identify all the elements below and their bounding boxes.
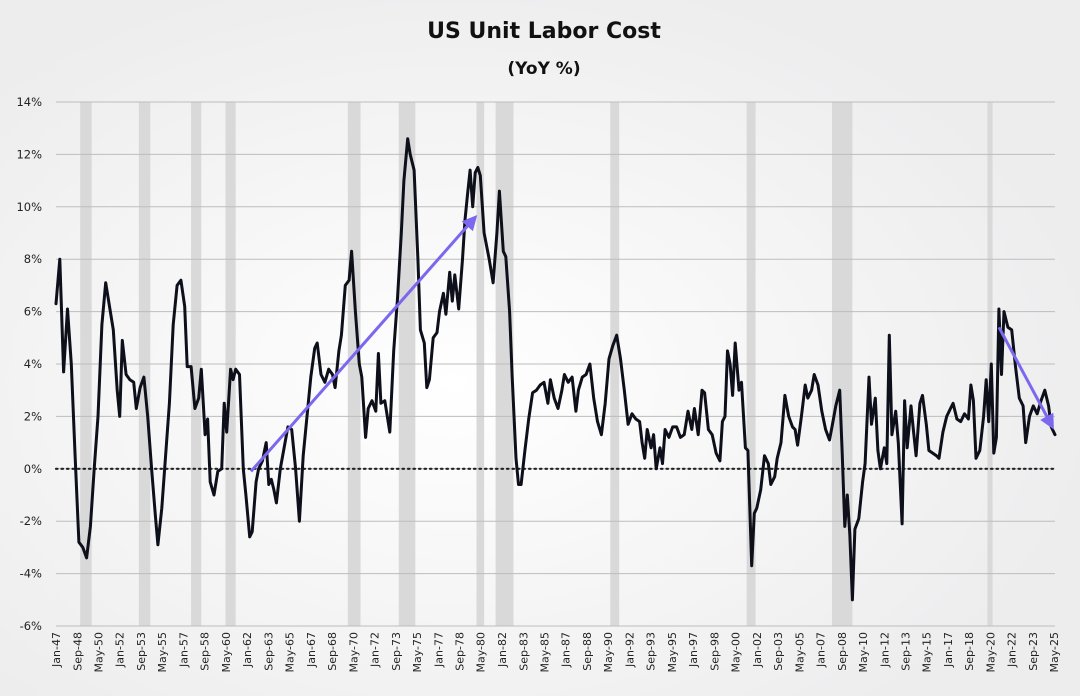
x-tick-label: Sep-58 [199, 632, 212, 671]
x-tick-label: Jan-22 [1006, 632, 1019, 668]
x-tick-label: May-60 [220, 632, 233, 673]
x-tick-label: Jan-87 [560, 632, 573, 668]
y-tick-label: 6% [24, 305, 42, 319]
chart-title: US Unit Labor Cost [427, 19, 661, 44]
x-tick-label: Sep-88 [581, 632, 594, 671]
x-tick-label: May-25 [1048, 632, 1061, 673]
x-tick-label: May-00 [730, 632, 743, 673]
x-tick-label: May-65 [284, 632, 297, 673]
x-tick-label: Jan-72 [369, 632, 382, 668]
x-tick-label: Jan-12 [878, 632, 891, 668]
x-tick-label: May-10 [857, 632, 870, 673]
x-tick-label: Jan-77 [432, 632, 445, 668]
x-tick-label: May-85 [538, 632, 551, 673]
x-tick-label: Sep-68 [326, 632, 339, 671]
y-tick-label: 12% [16, 147, 42, 161]
x-tick-label: Jan-02 [751, 632, 764, 668]
x-tick-label: Sep-18 [963, 632, 976, 671]
trend-arrow [249, 215, 478, 473]
y-tick-label: 10% [16, 200, 42, 214]
x-tick-label: Sep-98 [708, 632, 721, 671]
x-tick-label: Jan-97 [687, 632, 700, 668]
x-tick-label: Jan-57 [177, 632, 190, 668]
x-tick-label: Sep-13 [900, 632, 913, 671]
y-axis-tick-labels: -6% -4% -2% 0% 2% 4% 6% 8% 10% 12% 14% [16, 95, 42, 633]
x-tick-label: Jan-92 [623, 632, 636, 668]
y-tick-label: 2% [24, 409, 42, 423]
y-tick-label: -4% [20, 567, 42, 581]
x-tick-label: May-75 [411, 632, 424, 673]
trend-arrow [997, 326, 1054, 430]
y-tick-label: 8% [24, 252, 42, 266]
x-tick-label: Sep-53 [135, 632, 148, 671]
x-tick-label: Jan-52 [114, 632, 127, 668]
x-tick-label: Sep-63 [262, 632, 275, 671]
x-tick-label: Sep-93 [645, 632, 658, 671]
x-tick-label: Sep-08 [836, 632, 849, 671]
x-tick-label: May-20 [984, 632, 997, 673]
x-tick-label: May-15 [921, 632, 934, 673]
trend-arrows [249, 215, 1054, 473]
x-tick-label: May-95 [666, 632, 679, 673]
x-tick-label: Jan-67 [305, 632, 318, 668]
y-tick-label: 14% [16, 95, 42, 109]
chart-subtitle: (YoY %) [507, 59, 580, 79]
x-tick-label: Jan-82 [496, 632, 509, 668]
x-tick-label: Sep-78 [454, 632, 467, 671]
x-axis-tick-labels: Jan-47 Sep-48 May-50 Jan-52 Sep-53 May-55 Jan-… [50, 632, 1061, 673]
x-tick-label: May-80 [475, 632, 488, 673]
y-tick-label: -6% [20, 619, 42, 633]
x-tick-label: May-70 [347, 632, 360, 673]
x-tick-label: Sep-73 [390, 632, 403, 671]
y-tick-label: 4% [24, 357, 42, 371]
x-tick-label: May-55 [156, 632, 169, 673]
x-tick-label: Sep-03 [772, 632, 785, 671]
x-tick-label: May-05 [793, 632, 806, 673]
x-tick-label: Jan-62 [241, 632, 254, 668]
x-tick-label: Sep-48 [71, 632, 84, 671]
x-tick-label: Jan-47 [50, 632, 63, 668]
series-line-unit-labor-cost [54, 137, 1057, 602]
x-tick-label: May-90 [602, 632, 615, 673]
y-tick-label: 0% [24, 462, 42, 476]
x-tick-label: Sep-23 [1027, 632, 1040, 671]
y-tick-label: -2% [20, 514, 42, 528]
x-tick-label: Jan-07 [815, 632, 828, 668]
x-tick-label: May-50 [92, 632, 105, 673]
x-tick-label: Sep-83 [517, 632, 530, 671]
x-tick-label: Jan-17 [942, 632, 955, 668]
